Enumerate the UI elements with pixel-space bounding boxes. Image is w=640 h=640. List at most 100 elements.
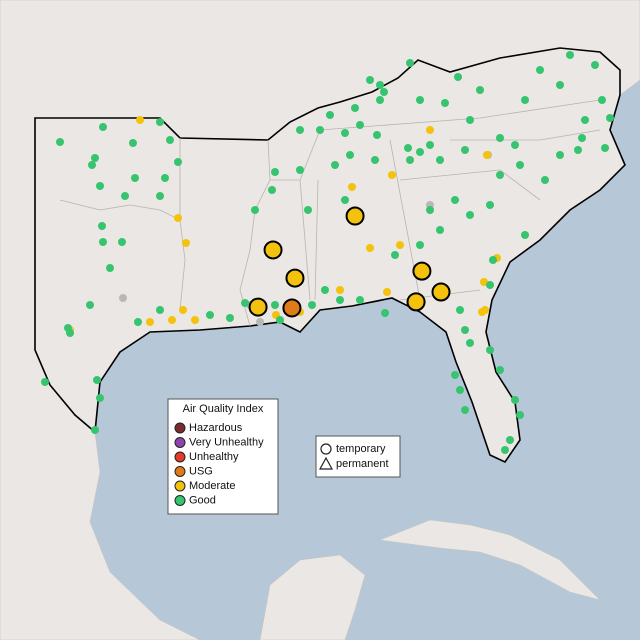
legend-swatch — [174, 451, 186, 463]
monitor-dot — [296, 166, 304, 174]
monitor-dot — [426, 141, 434, 149]
monitor-dot — [336, 296, 344, 304]
monitor-dot — [366, 76, 374, 84]
temporary-site — [412, 261, 432, 281]
monitor-dot — [156, 118, 164, 126]
monitor-dot — [56, 138, 64, 146]
monitor-dot — [166, 136, 174, 144]
monitor-dot — [521, 231, 529, 239]
monitor-dot — [206, 311, 214, 319]
monitor-dot — [341, 129, 349, 137]
monitor-dot — [451, 371, 459, 379]
temporary-site — [345, 206, 365, 226]
monitor-dot — [366, 244, 374, 252]
legend-label: Very Unhealthy — [189, 436, 264, 448]
monitor-dot — [521, 96, 529, 104]
monitor-dot — [480, 278, 488, 286]
legend-swatch — [174, 422, 186, 434]
monitor-dot — [91, 154, 99, 162]
monitor-dot — [591, 61, 599, 69]
legend-symbol — [320, 443, 332, 455]
monitor-dot — [191, 316, 199, 324]
monitor-dot — [336, 286, 344, 294]
monitor-dot — [348, 183, 356, 191]
monitor-dot — [566, 51, 574, 59]
monitor-dot — [99, 123, 107, 131]
monitor-dot — [41, 378, 49, 386]
monitor-dot — [466, 116, 474, 124]
temporary-site — [263, 240, 283, 260]
monitor-dots — [41, 51, 614, 454]
monitor-dot — [461, 326, 469, 334]
temporary-site — [406, 292, 426, 312]
monitor-dot — [426, 126, 434, 134]
monitor-dot — [276, 316, 284, 324]
monitor-dot — [168, 316, 176, 324]
temporary-site — [285, 268, 305, 288]
monitor-dot — [454, 73, 462, 81]
monitor-dot — [296, 126, 304, 134]
monitor-dot — [511, 141, 519, 149]
monitor-dot — [321, 286, 329, 294]
legend-swatch — [174, 437, 186, 448]
legend-swatch — [174, 480, 186, 492]
monitor-dot — [466, 211, 474, 219]
legend-label: temporary — [336, 443, 386, 455]
monitor-dot — [161, 174, 169, 182]
monitor-dot — [64, 324, 72, 332]
monitor-dot — [182, 239, 190, 247]
monitor-dot — [98, 222, 106, 230]
monitor-dot — [456, 386, 464, 394]
monitor-dot — [96, 182, 104, 190]
legend-label: permanent — [336, 458, 389, 470]
monitor-dot — [489, 256, 497, 264]
monitor-dot — [131, 174, 139, 182]
monitor-dot — [99, 238, 107, 246]
monitor-dot — [581, 116, 589, 124]
monitor-dot — [541, 176, 549, 184]
legend-label: Unhealthy — [189, 451, 239, 463]
monitor-legend: temporary permanent — [315, 435, 401, 478]
monitor-dot — [606, 114, 614, 122]
monitor-dot — [496, 366, 504, 374]
monitor-dot — [304, 206, 312, 214]
monitor-dot — [483, 151, 491, 159]
monitor-dot — [179, 306, 187, 314]
legend-swatch — [174, 466, 186, 477]
monitor-dot — [486, 281, 494, 289]
legend-box — [315, 435, 401, 478]
legend-swatch — [174, 495, 186, 506]
temporary-site — [248, 297, 268, 317]
monitor-dot — [251, 206, 259, 214]
legend-box — [167, 398, 279, 515]
monitor-dot — [356, 121, 364, 129]
monitor-dot — [156, 192, 164, 200]
monitor-dot — [506, 436, 514, 444]
monitor-dot — [371, 156, 379, 164]
legend-label: Moderate — [189, 480, 235, 492]
monitor-dot — [578, 134, 586, 142]
monitor-dot — [478, 308, 486, 316]
land — [378, 519, 602, 601]
monitor-dot — [331, 161, 339, 169]
state-borders — [59, 99, 601, 327]
monitor-dot — [383, 288, 391, 296]
monitor-dot — [396, 241, 404, 249]
monitor-dot — [88, 161, 96, 169]
monitor-dot — [241, 299, 249, 307]
monitor-dot — [129, 139, 137, 147]
monitor-dot — [511, 396, 519, 404]
monitor-dot — [346, 151, 354, 159]
monitor-dot — [441, 99, 449, 107]
legend-symbol — [318, 456, 334, 470]
monitor-dot — [271, 168, 279, 176]
monitor-dot — [308, 301, 316, 309]
monitor-dot — [406, 156, 414, 164]
monitor-dot — [486, 346, 494, 354]
monitor-dot — [271, 301, 279, 309]
monitor-dot — [356, 296, 364, 304]
monitor-dot — [316, 126, 324, 134]
monitor-dot — [416, 241, 424, 249]
